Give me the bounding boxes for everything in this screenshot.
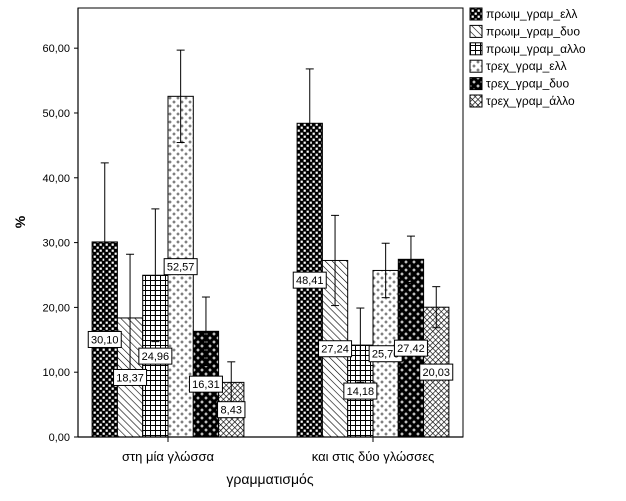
- y-tick-label: 60,00: [42, 43, 70, 55]
- legend-swatch: [469, 59, 483, 73]
- data-label-box: [292, 271, 327, 289]
- data-label-series-2-group-2: 27,24: [318, 340, 353, 358]
- data-label-text: 27,24: [321, 344, 349, 356]
- legend-label: πρωιμ_γραμ_δυο: [486, 24, 580, 38]
- data-label-text: 18,37: [116, 372, 144, 384]
- legend-label: τρεχ_γραμ_ελλ: [486, 59, 567, 73]
- data-label-series-5-group-1: 16,31: [188, 375, 223, 393]
- error-bar-series-2-group-2: [331, 214, 340, 307]
- legend-item: πρωιμ_γραμ_αλλο: [469, 42, 586, 56]
- data-label-text: 8,43: [221, 405, 242, 417]
- data-labels: 30,10 48,41 18,37 27,24 24,96 14,18 52,57 25,70…: [87, 258, 454, 419]
- y-axis-ticks: 0,00 10,00 20,00 30,00 40,00 50,00 60,00: [42, 43, 78, 444]
- x-axis-categories: στη μία γλώσσα και στις δύο γλώσσες: [122, 437, 434, 464]
- data-label-text: 20,03: [422, 367, 450, 379]
- legend-swatch: [469, 42, 483, 56]
- data-label-series-2-group-1: 18,37: [113, 368, 148, 386]
- legend-item: τρεχ_γραμ_δυο: [469, 77, 569, 91]
- data-label-box: [343, 382, 378, 400]
- y-tick-label: 30,00: [42, 238, 70, 250]
- data-label-text: 14,18: [347, 386, 375, 398]
- legend-item: τρεχ_γραμ_ελλ: [469, 59, 567, 73]
- data-label-series-5-group-2: 27,42: [393, 339, 428, 357]
- data-label-text: 16,31: [192, 379, 220, 391]
- error-bar-series-1-group-1: [100, 162, 109, 322]
- legend-swatch: [469, 24, 483, 38]
- legend-swatch: [469, 77, 483, 91]
- legend-label: τρεχ_γραμ_άλλο: [486, 94, 575, 108]
- data-label-text: 30,10: [91, 334, 119, 346]
- x-category-label: στη μία γλώσσα: [122, 449, 215, 464]
- legend-item: πρωιμ_γραμ_δυο: [469, 24, 580, 38]
- data-label-series-6-group-2: 20,03: [419, 363, 454, 381]
- data-label-box: [163, 258, 198, 276]
- error-bar-series-5-group-2: [406, 235, 415, 284]
- y-tick-label: 40,00: [42, 173, 70, 185]
- data-label-series-3-group-2: 14,18: [343, 382, 378, 400]
- data-label-box: [113, 368, 148, 386]
- data-label-box: [188, 375, 223, 393]
- data-label-series-3-group-1: 24,96: [138, 347, 173, 365]
- data-label-series-1-group-1: 30,10: [87, 330, 122, 348]
- error-bar-series-4-group-1: [176, 49, 185, 144]
- data-label-text: 27,42: [397, 343, 425, 355]
- error-bar-series-5-group-1: [201, 296, 210, 367]
- x-category-label: και στις δύο γλώσσες: [312, 449, 435, 464]
- error-bar-series-6-group-2: [432, 286, 441, 329]
- legend-swatch: [469, 7, 483, 21]
- error-bar-series-3-group-1: [151, 208, 160, 343]
- data-label-series-4-group-1: 52,57: [163, 258, 198, 276]
- axes: [77, 7, 464, 438]
- y-tick-label: 10,00: [42, 367, 70, 379]
- data-label-series-6-group-1: 8,43: [217, 401, 246, 419]
- legend-label: πρωιμ_γραμ_αλλο: [486, 42, 586, 56]
- error-bar-series-3-group-2: [356, 307, 365, 383]
- data-label-text: 25,70: [372, 349, 400, 361]
- data-label-box: [87, 330, 122, 348]
- data-label-text: 52,57: [167, 262, 195, 274]
- legend-swatch: [469, 94, 483, 108]
- data-label-box: [318, 340, 353, 358]
- y-tick-label: 20,00: [42, 302, 70, 314]
- y-tick-label: 0,00: [49, 432, 70, 444]
- data-label-box: [393, 339, 428, 357]
- data-label-text: 24,96: [142, 351, 170, 363]
- data-label-text: 48,41: [296, 275, 324, 287]
- error-bar-series-1-group-2: [305, 68, 314, 179]
- y-axis-title: %: [12, 215, 28, 228]
- legend-label: τρεχ_γραμ_δυο: [486, 77, 569, 91]
- data-label-series-1-group-2: 48,41: [292, 271, 327, 289]
- legend: πρωιμ_γραμ_ελλ πρωιμ_γραμ_δυο πρωιμ_γραμ_α…: [469, 7, 586, 108]
- legend-item: πρωιμ_γραμ_ελλ: [469, 7, 577, 21]
- y-tick-label: 50,00: [42, 108, 70, 120]
- data-label-box: [419, 363, 454, 381]
- data-label-box: [217, 401, 246, 419]
- error-bar-series-4-group-2: [381, 242, 390, 299]
- data-label-box: [138, 347, 173, 365]
- error-bars: [100, 49, 441, 404]
- legend-item: τρεχ_γραμ_άλλο: [469, 94, 575, 108]
- legend-label: πρωιμ_γραμ_ελλ: [486, 7, 577, 21]
- x-axis-title: γραμματισμός: [226, 471, 313, 487]
